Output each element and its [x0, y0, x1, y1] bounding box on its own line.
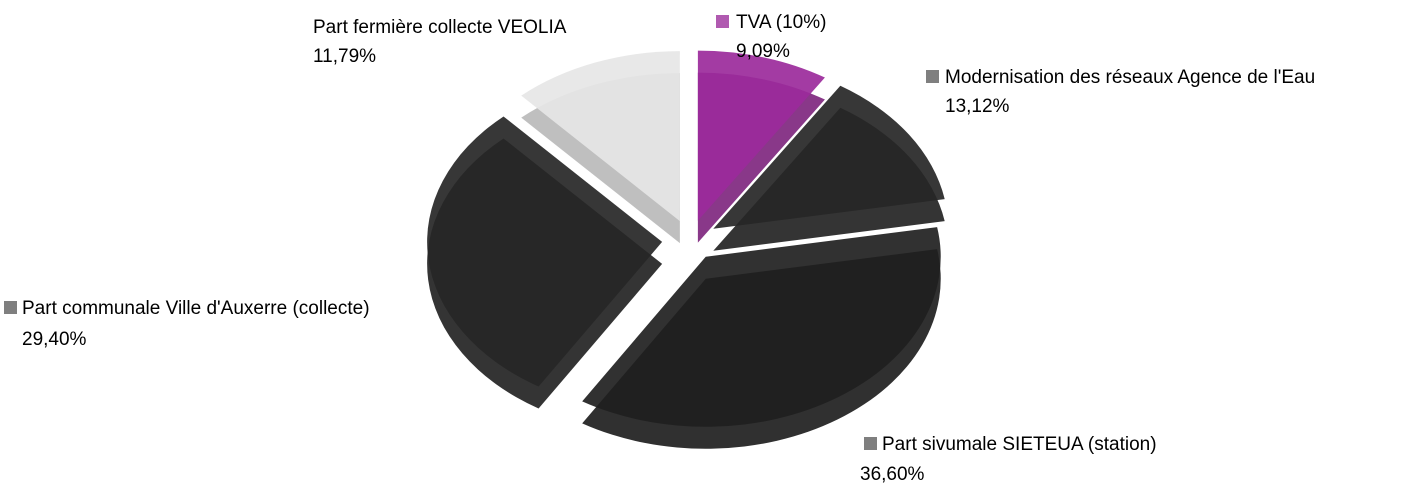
slice [427, 116, 663, 387]
legend-marker [926, 70, 939, 83]
legend-marker [716, 15, 729, 28]
slice [697, 50, 825, 221]
value-label: 9,09% [736, 41, 790, 62]
value-label: 36,60% [860, 464, 925, 485]
slice-label: Part sivumale SIETEUA (station) [882, 434, 1157, 455]
slice [713, 85, 945, 229]
slice [582, 227, 941, 427]
pie [427, 50, 945, 449]
slice-label: Modernisation des réseaux Agence de l'Ea… [945, 67, 1315, 88]
slice-label: TVA (10%) [736, 12, 826, 33]
legend-marker [4, 301, 17, 314]
value-label: 11,79% [313, 46, 376, 67]
slice-label: Part fermière collecte VEOLIA [313, 17, 567, 38]
legend-marker [864, 437, 877, 450]
value-label: 29,40% [22, 329, 87, 350]
slice-label: Part communale Ville d'Auxerre (collecte… [22, 298, 370, 319]
value-label: 13,12% [945, 96, 1010, 117]
slice [521, 51, 680, 222]
